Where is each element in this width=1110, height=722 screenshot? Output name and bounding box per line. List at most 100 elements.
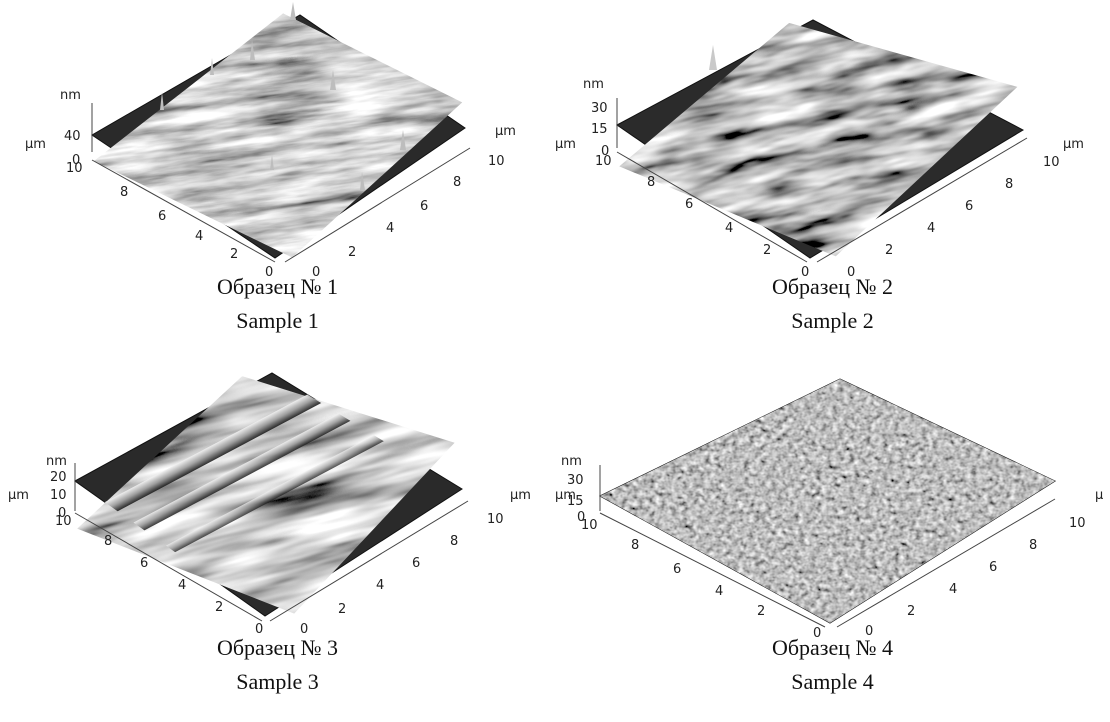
axis-tick-label: 2 [907,604,915,619]
left-axis-3: 10 8 6 4 2 0 [55,512,263,637]
right-axis-unit: µm [495,124,516,139]
axis-tick-label: 4 [376,578,384,593]
axis-tick-label: 6 [965,199,973,214]
axis-tick-label: 4 [949,582,957,597]
axis-tick-label: 0 [255,622,263,637]
axis-tick-label: 8 [104,534,112,549]
surface-2 [597,0,1045,280]
axis-tick-label: 2 [230,247,238,262]
axis-tick-label: 0 [801,265,809,280]
axis-tick-label: 15 [591,122,608,137]
axis-tick-label: 4 [715,584,723,599]
axis-tick-label: 2 [763,243,771,258]
axis-tick-label: 0 [312,265,320,280]
right-axis-unit: µm [1063,137,1084,152]
axis-tick-label: 0 [577,510,585,525]
axis-tick-label: 10 [50,488,67,503]
axis-tick-label: 8 [453,175,461,190]
axis-tick-label: 8 [450,534,458,549]
afm-surface-plot-4: nm 30 15 0 µm µ 10 8 6 4 2 0 0 2 4 6 8 1… [555,378,1103,641]
caption-ru: Образец № 1 [216,274,339,299]
surface-4 [598,378,1057,624]
axis-tick-label: 8 [1005,177,1013,192]
axis-tick-label: 30 [567,473,584,488]
afm-surface-plot-1: nm 40 0 µm µm 10 8 6 4 2 0 0 2 4 6 8 10 [25,0,516,280]
axis-tick-label: 4 [725,221,733,236]
axis-tick-label: 4 [178,578,186,593]
right-axis-2: 0 2 4 6 8 10 [816,137,1060,280]
surface-3 [51,361,486,641]
axis-tick-label: 10 [595,154,612,169]
afm-surface-plot-2: nm 30 15 0 µm µm 10 8 6 4 2 0 0 2 4 6 8 … [555,0,1084,280]
left-axis-2: 10 8 6 4 2 0 [595,151,809,280]
axis-tick-label: 6 [158,209,166,224]
axis-tick-label: 6 [685,197,693,212]
axis-tick-label: 0 [58,506,66,521]
axis-tick-label: 10 [66,161,83,176]
afm-panel-3: nm 20 10 0 µm µm 10 8 6 4 2 0 0 2 4 6 8 … [0,361,555,722]
left-axis-unit: µm [555,488,576,503]
z-unit-label: nm [561,454,582,469]
afm-panel-4: nm 30 15 0 µm µ 10 8 6 4 2 0 0 2 4 6 8 1… [555,361,1110,722]
axis-tick-label: 4 [927,221,935,236]
axis-tick-label: 2 [885,243,893,258]
axis-tick-label: 15 [567,494,584,509]
afm-panel-2: nm 30 15 0 µm µm 10 8 6 4 2 0 0 2 4 6 8 … [555,0,1110,361]
caption-en: Sample 1 [236,308,319,333]
surface-spike-2 [709,45,717,70]
left-axis-unit: µm [555,137,576,152]
axis-tick-label: 10 [488,154,505,169]
axis-tick-label: 0 [865,624,873,639]
axis-tick-label: 0 [601,144,609,159]
z-axis-2: nm 30 15 0 [583,77,618,159]
left-axis-unit: µm [8,488,29,503]
left-axis-1: 10 8 6 4 2 0 [66,159,276,280]
left-axis-4: 10 8 6 4 2 0 [581,512,826,641]
z-unit-label: nm [46,454,67,469]
axis-tick-label: 10 [55,514,72,529]
axis-tick-label: 0 [813,626,821,641]
surface-1 [77,0,481,280]
z-tick: 0 [72,153,80,168]
axis-tick-label: 6 [412,556,420,571]
right-axis-1: 0 2 4 6 8 10 [284,147,505,280]
right-axis-4: 0 2 4 6 8 10 [836,498,1086,639]
caption-ru: Образец № 4 [771,635,894,660]
axis-tick-label: 30 [591,101,608,116]
axis-tick-label: 10 [1069,516,1086,531]
axis-tick-label: 4 [386,221,394,236]
caption-en: Sample 3 [236,669,319,694]
axis-tick-label: 6 [140,556,148,571]
caption-en: Sample 4 [791,669,874,694]
axis-tick-label: 8 [120,185,128,200]
z-axis-1: nm 40 0 [60,88,93,168]
axis-tick-label: 2 [338,602,346,617]
afm-panel-1: nm 40 0 µm µm 10 8 6 4 2 0 0 2 4 6 8 10 … [0,0,555,361]
right-axis-unit: µm [510,488,531,503]
axis-tick-label: 2 [757,604,765,619]
caption-ru: Образец № 2 [771,274,894,299]
axis-tick-label: 8 [647,175,655,190]
axis-tick-label: 6 [989,560,997,575]
axis-tick-label: 0 [847,265,855,280]
axis-tick-label: 10 [487,512,504,527]
right-axis-3: 0 2 4 6 8 10 [269,500,504,637]
surface-spikes-1 [160,2,406,190]
left-axis-unit: µm [25,137,46,152]
z-axis-4: nm 30 15 0 [561,454,601,525]
axis-tick-label: 8 [1029,538,1037,553]
axis-tick-label: 2 [348,245,356,260]
axis-tick-label: 20 [50,470,67,485]
z-unit-label: nm [583,77,604,92]
axis-tick-label: 8 [631,538,639,553]
axis-tick-label: 6 [420,199,428,214]
z-tick: 40 [64,129,81,144]
axis-tick-label: 10 [1043,155,1060,170]
axis-tick-label: 4 [195,229,203,244]
axis-tick-label: 0 [265,265,273,280]
axis-tick-label: 2 [215,600,223,615]
caption-en: Sample 2 [791,308,874,333]
caption-ru: Образец № 3 [216,635,339,660]
axis-tick-label: 10 [581,518,598,533]
axis-tick-label: 6 [673,562,681,577]
